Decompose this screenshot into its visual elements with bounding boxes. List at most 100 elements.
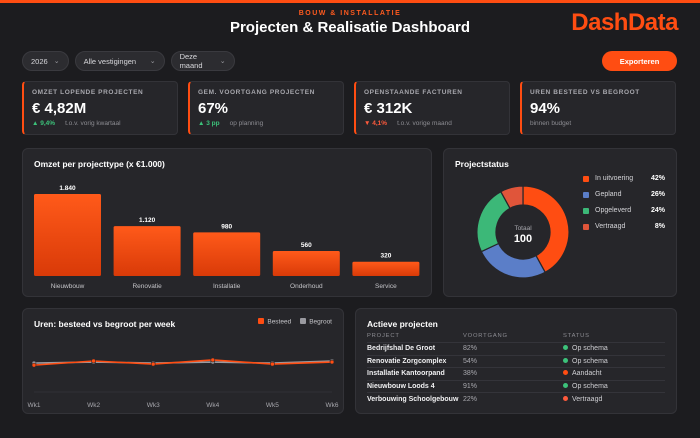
kpi-delta: ▲ 9,4% xyxy=(32,120,56,127)
status-dot xyxy=(563,370,568,376)
kpi-card-hours: UREN BESTEED VS BEGROOT 94% binnen budge… xyxy=(520,81,676,135)
legend-item: Vertraagd 8% xyxy=(583,223,665,230)
legend-percent: 24% xyxy=(650,207,665,214)
line-point-besteed[interactable] xyxy=(270,361,275,367)
donut-slice-vertraagd[interactable] xyxy=(500,185,524,210)
project-status: Vertraagd xyxy=(563,392,665,405)
legend-label: Vertraagd xyxy=(595,223,626,230)
chevron-down-icon: ⌄ xyxy=(149,58,156,65)
bar-value-label: 1.840 xyxy=(59,185,76,192)
kpi-note: binnen budget xyxy=(530,120,572,127)
line-point-besteed[interactable] xyxy=(329,359,335,365)
chevron-down-icon: ⌄ xyxy=(219,58,226,65)
kpi-label: GEM. VOORTGANG PROJECTEN xyxy=(198,89,315,96)
bar-nieuwbouw[interactable] xyxy=(34,194,101,276)
project-status: Op schema xyxy=(563,354,665,368)
table-row[interactable]: Nieuwbouw Loods 4 91% Op schema xyxy=(367,379,665,393)
dashdata-logo: DashData xyxy=(571,9,678,36)
x-tick-label: Wk3 xyxy=(147,402,160,409)
legend-item: Opgeleverd 24% xyxy=(583,207,665,214)
legend-swatch xyxy=(583,207,589,214)
bar-category-label: Onderhoud xyxy=(290,283,323,290)
legend-item-besteed: Besteed xyxy=(258,318,291,326)
donut-center-value: 100 xyxy=(514,233,532,245)
bar-category-label: Service xyxy=(375,283,397,290)
project-name: Verbouwing Schoolgebouw xyxy=(367,392,463,405)
legend-percent: 8% xyxy=(654,223,665,230)
period-select[interactable]: Deze maand ⌄ xyxy=(170,51,235,71)
status-dot xyxy=(563,382,568,388)
kpi-delta: ▼ 4,1% xyxy=(364,120,388,127)
legend-label: Besteed xyxy=(267,318,292,326)
donut-slice-gepland[interactable] xyxy=(480,242,546,279)
kpi-value: € 312K xyxy=(364,100,413,117)
location-select[interactable]: Alle vestigingen ⌄ xyxy=(74,51,165,71)
line-series-besteed[interactable] xyxy=(33,359,333,366)
donut-slice-opgeleverd[interactable] xyxy=(476,190,511,253)
legend-swatch xyxy=(300,318,307,324)
bar-service[interactable] xyxy=(352,261,420,276)
legend-item-begroot: Begroot xyxy=(300,318,332,326)
project-name: Nieuwbouw Loods 4 xyxy=(367,379,463,393)
line-chart: Wk1 Wk2 Wk3 Wk4 Wk5 Wk6 xyxy=(28,357,339,409)
legend-label: Opgeleverd xyxy=(595,207,632,214)
filter-bar: 2026 ⌄ Alle vestigingen ⌄ Deze maand ⌄ xyxy=(22,51,235,71)
location-select-value: Alle vestigingen xyxy=(83,56,137,66)
legend-swatch xyxy=(583,223,589,230)
table-header-row: PROJECT VOORTGANG STATUS xyxy=(367,333,665,343)
projects-table: PROJECT VOORTGANG STATUS Bedrijfshal De … xyxy=(367,333,665,405)
column-header-project: PROJECT xyxy=(367,333,400,339)
column-header-progress: VOORTGANG xyxy=(463,333,508,339)
table-row[interactable]: Renovatie Zorgcomplex 54% Op schema xyxy=(367,354,665,368)
kpi-note: op planning xyxy=(229,120,264,127)
donut-chart-title: Projectstatus xyxy=(455,159,509,169)
bar-value-label: 560 xyxy=(301,242,312,249)
project-name: Installatie Kantoorpand xyxy=(367,367,463,380)
x-tick-label: Wk5 xyxy=(266,402,279,409)
kpi-value: 94% xyxy=(530,100,561,117)
project-progress: 91% xyxy=(463,379,563,393)
table-row[interactable]: Installatie Kantoorpand 38% Aandacht xyxy=(367,367,665,380)
page-subtitle: BOUW & INSTALLATIE xyxy=(298,10,402,17)
bar-installatie[interactable] xyxy=(193,232,261,276)
table-row[interactable]: Verbouwing Schoolgebouw 22% Vertraagd xyxy=(367,392,665,405)
legend-label: In uitvoering xyxy=(595,175,634,182)
chevron-down-icon: ⌄ xyxy=(53,58,60,65)
legend-percent: 26% xyxy=(650,191,665,198)
status-label: Op schema xyxy=(572,357,608,365)
line-point-besteed[interactable] xyxy=(91,358,96,364)
table-row[interactable]: Bedrijfshal De Groot 82% Op schema xyxy=(367,342,665,355)
line-legend: Besteed Begroot xyxy=(258,318,332,326)
bar-renovatie[interactable] xyxy=(113,226,181,276)
year-select-value: 2026 xyxy=(31,56,48,66)
kpi-note: t.o.v. vorig kwartaal xyxy=(65,120,121,127)
bar-onderhoud[interactable] xyxy=(272,251,340,276)
x-tick-label: Wk6 xyxy=(326,402,339,409)
kpi-value: € 4,82M xyxy=(32,100,87,117)
line-point-besteed[interactable] xyxy=(150,361,156,367)
x-tick-label: Wk2 xyxy=(87,402,100,409)
page-header: BOUW & INSTALLATIE Projecten & Realisati… xyxy=(0,10,700,36)
status-label: Aandacht xyxy=(572,370,602,378)
bar-chart-title: Omzet per projecttype (x €1.000) xyxy=(34,159,165,169)
projects-title: Actieve projecten xyxy=(367,319,438,329)
project-status: Op schema xyxy=(563,379,665,393)
bar-chart: 1.840 Nieuwbouw 1.120 Renovatie 980 Installat… xyxy=(34,185,420,290)
bar-value-label: 320 xyxy=(380,253,391,260)
column-header-status: STATUS xyxy=(563,333,590,339)
export-button[interactable]: Exporteren xyxy=(602,51,677,71)
year-select[interactable]: 2026 ⌄ xyxy=(22,51,69,71)
project-name: Bedrijfshal De Groot xyxy=(367,342,463,355)
bar-category-label: Installatie xyxy=(213,283,241,290)
donut-center-label: Totaal xyxy=(514,225,532,232)
legend-item: In uitvoering 42% xyxy=(583,175,665,182)
kpi-delta: ▲ 3 pp xyxy=(198,120,220,127)
legend-swatch xyxy=(258,318,265,324)
line-point-besteed[interactable] xyxy=(210,357,216,363)
kpi-card-revenue: OMZET LOPENDE PROJECTEN € 4,82M ▲ 9,4% t.… xyxy=(22,81,178,135)
bar-category-label: Nieuwbouw xyxy=(51,283,85,290)
line-point-besteed[interactable] xyxy=(31,362,37,368)
kpi-label: OPENSTAANDE FACTUREN xyxy=(364,89,463,96)
donut-slice-in-uitvoering[interactable] xyxy=(522,185,570,274)
